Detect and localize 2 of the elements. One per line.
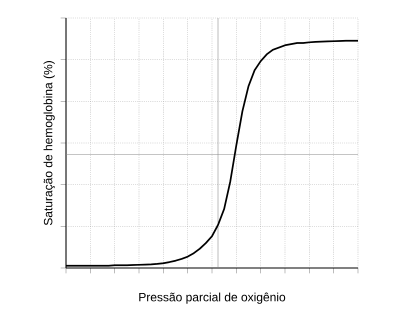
x-axis-title: Pressão parcial de oxigênio [139,292,286,304]
y-axis-title: Saturação de hemoglobina (%) [44,61,55,226]
